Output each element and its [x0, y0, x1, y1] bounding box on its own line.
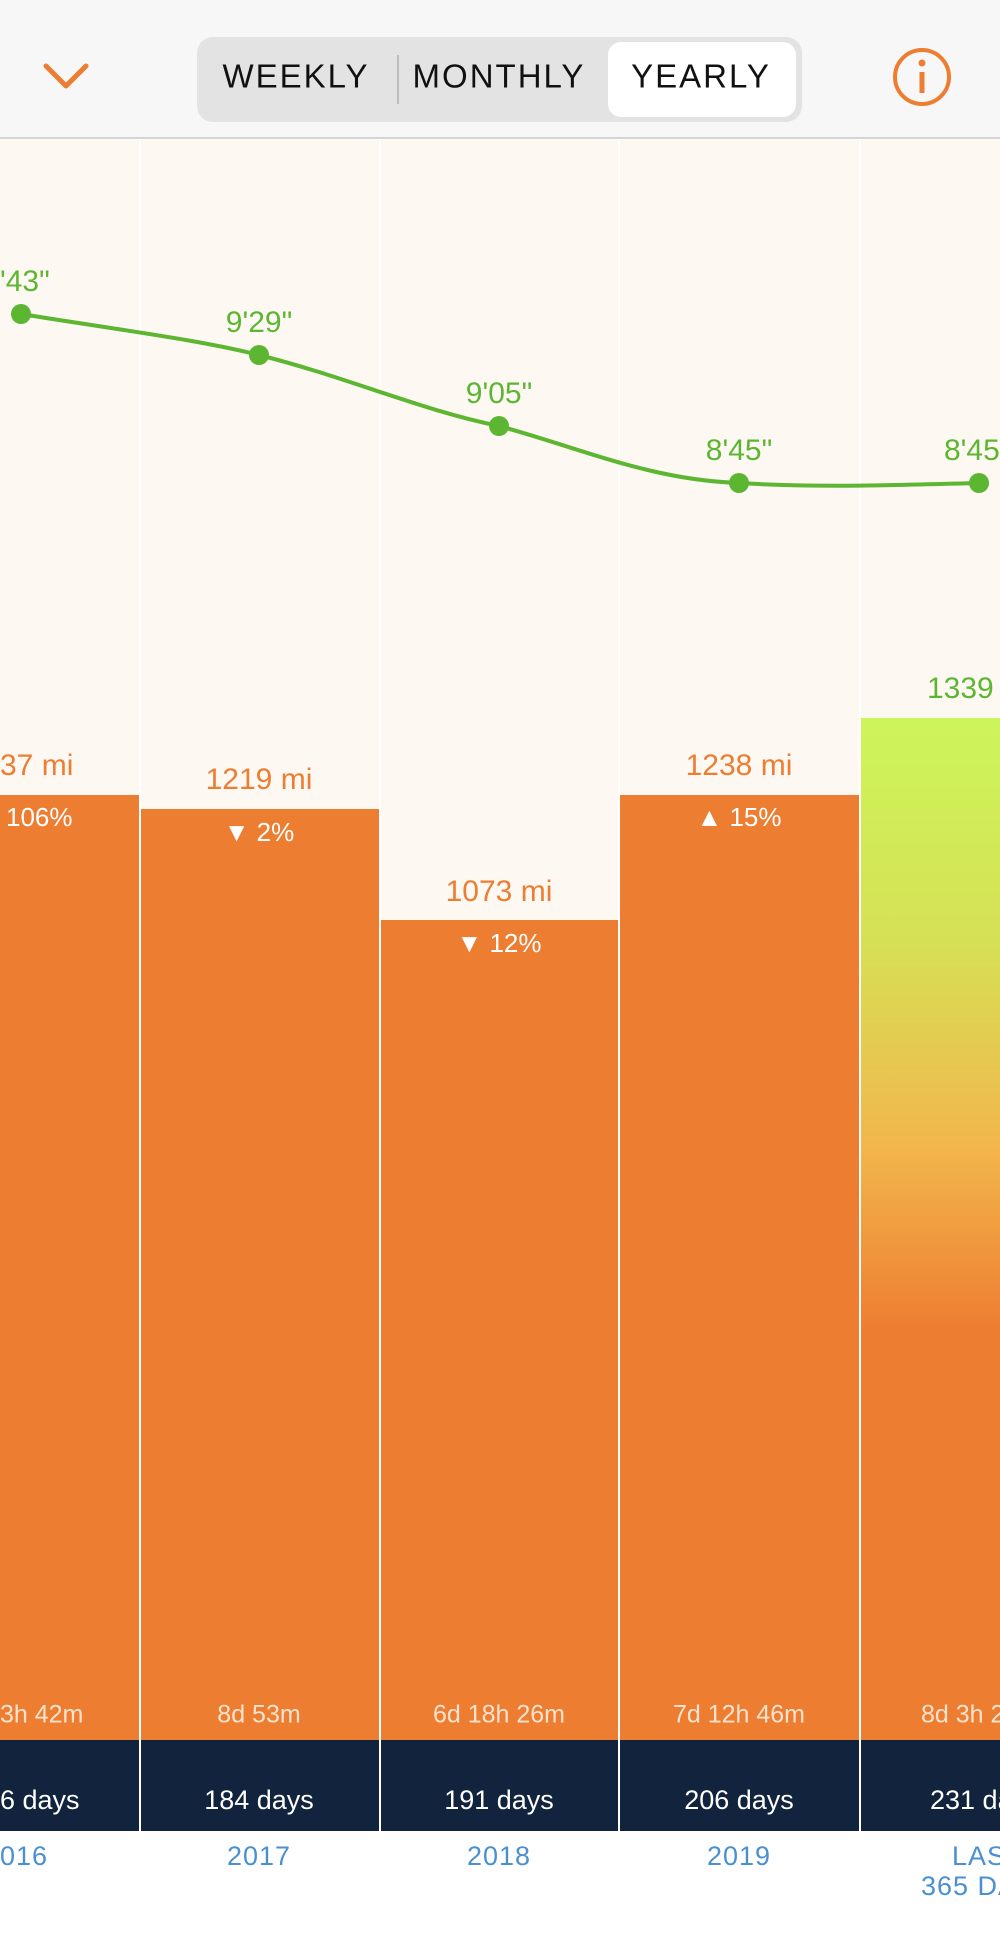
distance-label: 37 mi [0, 749, 73, 782]
change-label: 106% [6, 802, 73, 832]
distance-label: 1238 mi [686, 749, 793, 782]
period-label: LAST [952, 1841, 1000, 1871]
period-label: 365 DA [921, 1871, 1000, 1901]
info-button[interactable] [893, 48, 951, 106]
bar [0, 795, 140, 1740]
period-label: 2017 [227, 1841, 291, 1871]
column-dividers [139, 139, 861, 1831]
bar [380, 920, 619, 1740]
selected-segment [608, 42, 796, 117]
change-label: ▲ 15% [697, 802, 782, 832]
tab-label[interactable]: MONTHLY [413, 58, 586, 95]
days-label: 231 da [930, 1785, 1000, 1815]
time-label: 8d 3h 2 [921, 1701, 1000, 1729]
time-label: 7d 12h 46m [673, 1701, 805, 1729]
bar-current [860, 718, 1000, 1740]
days-label: 206 days [684, 1785, 794, 1815]
tab-label[interactable]: YEARLY [631, 58, 771, 95]
tab-label[interactable]: WEEKLY [222, 58, 369, 95]
pace-points [11, 304, 989, 493]
change-label: ▼ 2% [224, 817, 295, 847]
pace-label: '43" [0, 265, 50, 298]
days-label: 184 days [204, 1785, 314, 1815]
change-label: ▼ 12% [457, 928, 542, 958]
period-label: 2018 [467, 1841, 531, 1871]
period-label: 2019 [707, 1841, 771, 1871]
time-label: 8d 53m [217, 1701, 300, 1729]
days-label: 191 days [444, 1785, 554, 1815]
time-label: 3h 42m [0, 1701, 83, 1729]
bar [619, 795, 860, 1740]
days-label: 6 days [0, 1785, 80, 1815]
pace-label: 8'45 [944, 434, 1000, 467]
distance-label: 1339 [927, 672, 994, 705]
pace-label: 9'29" [226, 306, 292, 339]
distance-label: 1073 mi [446, 875, 553, 908]
period-label: 016 [0, 1841, 48, 1871]
pace-label: 8'45" [706, 434, 772, 467]
bar [140, 809, 380, 1740]
collapse-button[interactable] [43, 63, 89, 89]
pace-label: 9'05" [466, 377, 532, 410]
distance-label: 1219 mi [206, 763, 313, 796]
days-band [0, 1740, 1000, 1831]
info-dot [918, 59, 926, 67]
time-label: 6d 18h 26m [433, 1701, 565, 1729]
